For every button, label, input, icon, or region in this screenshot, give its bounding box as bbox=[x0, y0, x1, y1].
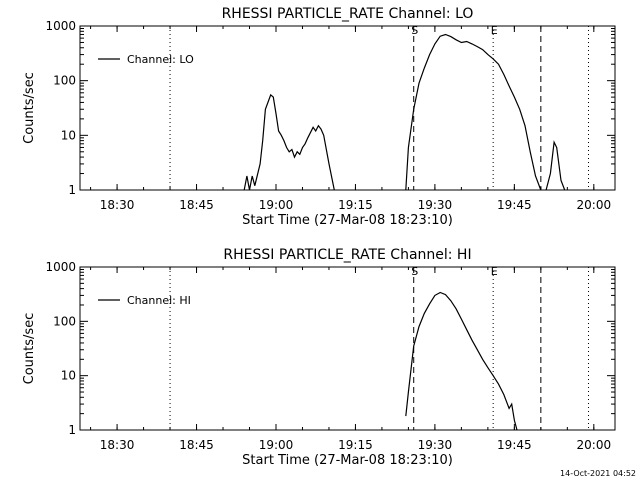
x-tick-label: 19:45 bbox=[497, 198, 532, 212]
series-line-lo bbox=[545, 140, 566, 191]
x-tick-label: 18:30 bbox=[100, 198, 135, 212]
x-tick-label: 19:00 bbox=[259, 438, 294, 452]
x-tick-label: 19:45 bbox=[497, 438, 532, 452]
y-tick-label: 1000 bbox=[45, 19, 76, 33]
y-tick-label: 1000 bbox=[45, 260, 76, 274]
legend-label: Channel: HI bbox=[127, 294, 191, 307]
chart-lo: RHESSI PARTICLE_RATE Channel: LO S E 18:30 1… bbox=[22, 6, 616, 228]
series-line-lo bbox=[405, 33, 542, 191]
series-line-hi bbox=[405, 291, 518, 431]
y-axis-label: Counts/sec bbox=[22, 72, 37, 144]
plot-frame bbox=[79, 25, 616, 191]
y-tick-label: 10 bbox=[61, 128, 76, 142]
chart-title: RHESSI PARTICLE_RATE Channel: HI bbox=[223, 247, 471, 263]
x-axis-label: Start Time (27-Mar-08 18:23:10) bbox=[242, 213, 453, 228]
x-tick-label: 19:30 bbox=[418, 198, 453, 212]
y-tick-label: 100 bbox=[53, 74, 76, 88]
plot-frame bbox=[79, 266, 616, 431]
y-tick-label: 100 bbox=[53, 314, 76, 328]
x-tick-label: 18:30 bbox=[100, 438, 135, 452]
x-tick-label: 20:00 bbox=[577, 438, 612, 452]
y-axis-label: Counts/sec bbox=[22, 313, 37, 385]
x-tick-label: 19:15 bbox=[338, 198, 373, 212]
y-tick-label: 10 bbox=[61, 369, 76, 383]
marker-label: E bbox=[491, 24, 498, 37]
y-tick-label: 1 bbox=[68, 423, 76, 437]
x-tick-label: 19:30 bbox=[418, 438, 453, 452]
y-tick-label: 1 bbox=[68, 183, 76, 197]
x-tick-label: 19:00 bbox=[259, 198, 294, 212]
x-tick-label: 19:15 bbox=[338, 438, 373, 452]
marker-label: E bbox=[491, 265, 498, 278]
chart-hi: RHESSI PARTICLE_RATE Channel: HI S E 18:30 1… bbox=[22, 247, 616, 468]
footer-timestamp: 14-Oct-2021 04:52 bbox=[560, 469, 636, 478]
x-tick-label: 18:45 bbox=[179, 438, 214, 452]
x-tick-label: 20:00 bbox=[577, 198, 612, 212]
series-line-lo bbox=[243, 93, 335, 191]
x-tick-label: 18:45 bbox=[179, 198, 214, 212]
legend-label: Channel: LO bbox=[127, 53, 194, 66]
x-axis-label: Start Time (27-Mar-08 18:23:10) bbox=[242, 453, 453, 468]
marker-label: S bbox=[411, 265, 418, 278]
chart-title: RHESSI PARTICLE_RATE Channel: LO bbox=[222, 6, 474, 22]
marker-label: S bbox=[411, 24, 418, 37]
